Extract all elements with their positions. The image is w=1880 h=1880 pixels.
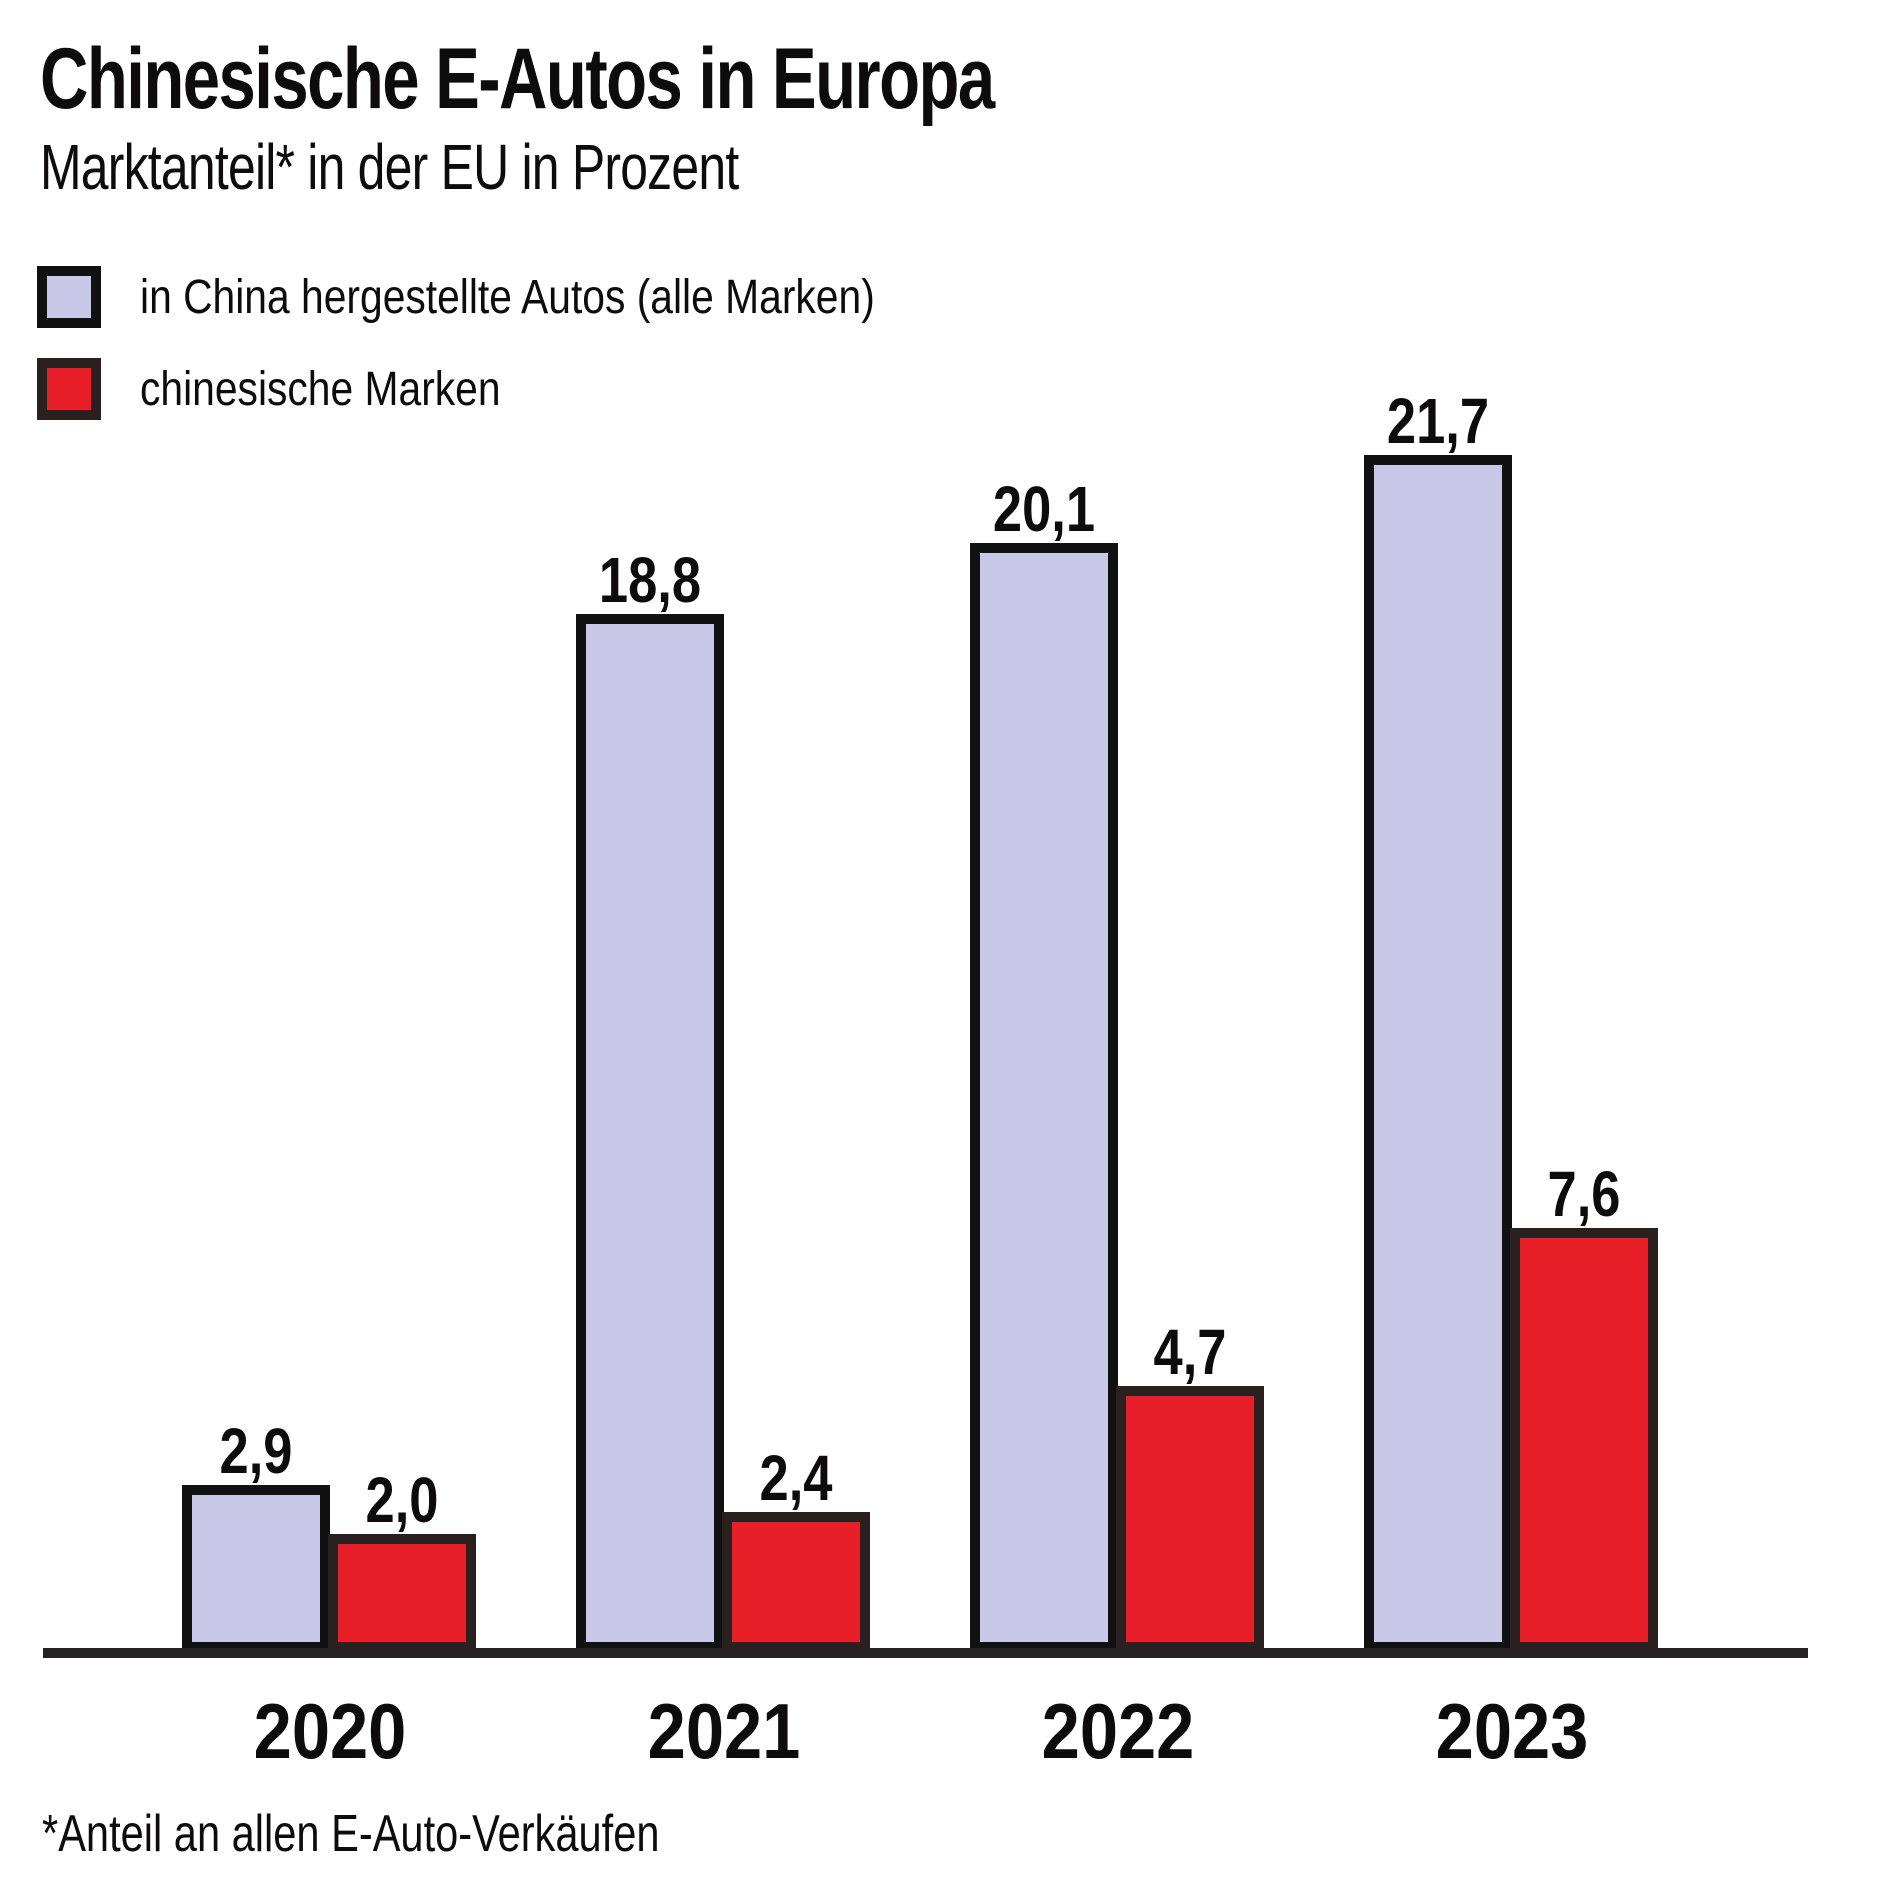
bar-value-label-chinese-brands-2022: 4,7	[1153, 1316, 1227, 1388]
legend-label-chinese-brands: chinesische Marken	[140, 363, 501, 416]
chart-title: Chinesische E-Autos in Europa	[40, 31, 995, 127]
legend-swatch-chinese-brands	[37, 358, 101, 420]
bar-value-label-chinese-brands-2021: 2,4	[759, 1442, 833, 1514]
x-axis-label-2022: 2022	[1041, 1687, 1195, 1775]
footnote: *Anteil an allen E-Auto-Verkäufen	[42, 1805, 660, 1863]
legend-label-made-in-china: in China hergestellte Autos (alle Marken…	[140, 271, 875, 324]
bar-made-in-china-2023	[1364, 455, 1512, 1652]
bar-made-in-china-2022	[970, 543, 1118, 1652]
bar-made-in-china-2020	[182, 1485, 330, 1652]
bar-value-label-made-in-china-2020: 2,9	[219, 1415, 293, 1487]
bar-value-label-made-in-china-2023: 21,7	[1386, 385, 1490, 457]
bar-value-label-made-in-china-2021: 18,8	[598, 544, 702, 616]
bar-chinese-brands-2020	[328, 1534, 476, 1652]
chart-subtitle: Marktanteil* in der EU in Prozent	[40, 131, 739, 203]
bar-value-label-chinese-brands-2020: 2,0	[365, 1464, 439, 1536]
bar-made-in-china-2021	[576, 614, 724, 1652]
legend-swatch-made-in-china	[37, 266, 101, 328]
x-axis-label-2023: 2023	[1435, 1687, 1589, 1775]
bar-chinese-brands-2021	[722, 1512, 870, 1652]
x-axis-label-2021: 2021	[647, 1687, 801, 1775]
x-axis-line	[43, 1648, 1808, 1658]
bar-value-label-chinese-brands-2023: 7,6	[1547, 1158, 1621, 1230]
x-axis-label-2020: 2020	[253, 1687, 407, 1775]
bar-chinese-brands-2022	[1116, 1386, 1264, 1652]
bar-chinese-brands-2023	[1510, 1228, 1658, 1652]
bar-value-label-made-in-china-2022: 20,1	[992, 473, 1096, 545]
